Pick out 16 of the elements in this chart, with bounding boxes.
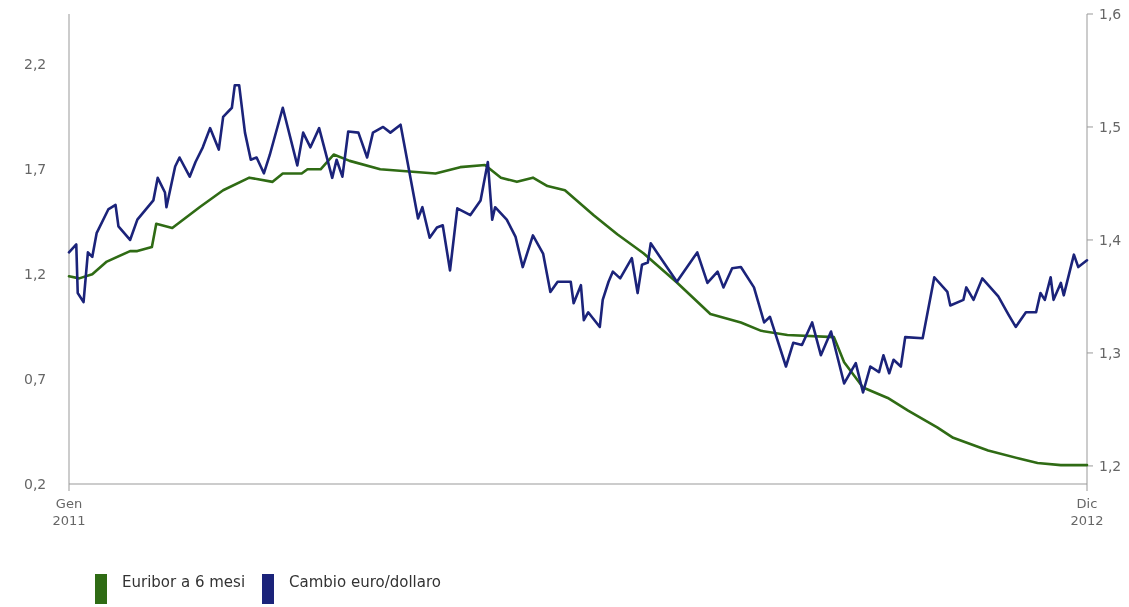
y2-tick-label: 1,2 bbox=[1099, 457, 1122, 474]
legend-label: Euribor a 6 mesi bbox=[122, 573, 246, 591]
legend-label: Cambio euro/dollaro bbox=[289, 573, 441, 591]
line-series bbox=[67, 153, 1089, 467]
y2-tick-label: 1,4 bbox=[1099, 231, 1122, 248]
y2-tick-label: 1,5 bbox=[1099, 118, 1122, 135]
y-tick-label: 0,2 bbox=[24, 475, 47, 492]
x-tick-label: Gen 2011 bbox=[52, 496, 86, 528]
y2-tick-label: 1,6 bbox=[1099, 5, 1122, 22]
y-tick-label: 1,7 bbox=[24, 161, 47, 178]
y-tick-label: 0,7 bbox=[24, 370, 47, 387]
line-series bbox=[67, 83, 1089, 394]
x-tick-label: Dic 2012 bbox=[1070, 496, 1104, 528]
y-tick-label: 2,2 bbox=[24, 56, 47, 73]
y2-tick-label: 1,3 bbox=[1099, 344, 1122, 361]
y-tick-label: 1,2 bbox=[24, 266, 47, 283]
